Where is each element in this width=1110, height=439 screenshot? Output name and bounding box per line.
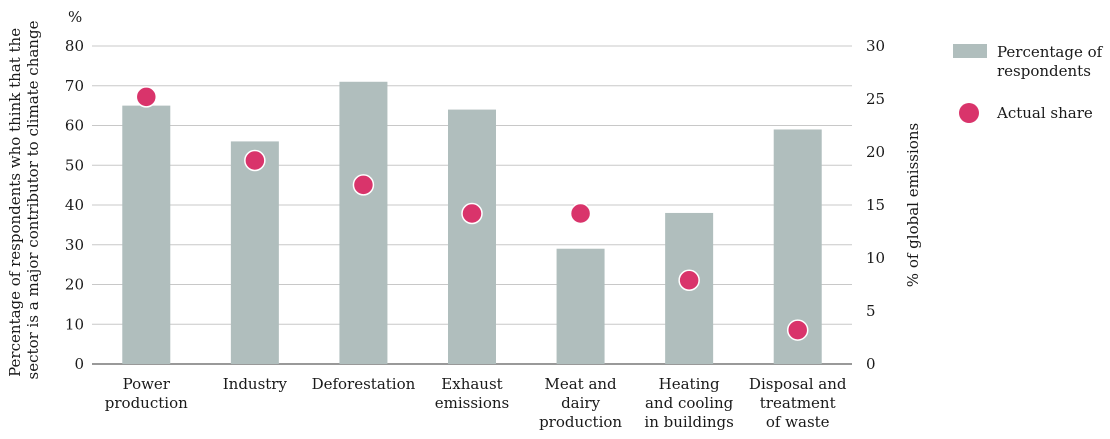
category-label: Industry	[223, 375, 288, 393]
right-axis-title: % of global emissions	[904, 123, 922, 287]
category-label: Heating and cooling in buildings	[644, 375, 733, 431]
point	[244, 149, 266, 172]
category-label: Power production	[105, 375, 188, 412]
legend-label-point: Actual share	[996, 104, 1093, 122]
category-label-line: Industry	[223, 375, 288, 393]
category-label-line: of waste	[766, 413, 830, 431]
right-tick-label: 20	[866, 143, 885, 161]
left-axis-title: Percentage of respondents who think that…	[6, 20, 42, 379]
category-label-line: production	[105, 394, 188, 412]
left-axis-title-line-2: sector is a major contributor to climate…	[24, 20, 42, 379]
category-label-line: in buildings	[644, 413, 733, 431]
legend-label-line: Actual share	[996, 104, 1093, 122]
bar	[230, 141, 279, 364]
left-axis-ticks: 0 10 20 30 40 50 60 70 80	[65, 37, 84, 373]
left-tick-label: 40	[65, 196, 84, 214]
left-tick-label: 30	[65, 236, 84, 254]
point	[569, 202, 592, 225]
category-label-line: Heating	[659, 375, 720, 393]
legend: Percentage of respondents Actual share	[953, 43, 1104, 123]
points	[135, 86, 809, 341]
bar	[339, 81, 388, 365]
left-tick-label: 80	[65, 37, 84, 55]
category-label-line: treatment	[760, 394, 836, 412]
legend-label-line: respondents	[997, 62, 1091, 80]
left-tick-label: 70	[65, 77, 84, 95]
point	[352, 174, 375, 196]
left-tick-label: 60	[65, 117, 84, 135]
point	[461, 202, 483, 225]
category-label: Meat and dairy production	[539, 375, 622, 431]
left-tick-label: 50	[65, 156, 84, 174]
category-label: Exhaust emissions	[435, 375, 509, 412]
category-label-line: Disposal and	[749, 375, 847, 393]
category-label-line: production	[539, 413, 622, 431]
point	[135, 86, 158, 108]
category-label-line: Exhaust	[441, 375, 502, 393]
legend-swatch-point	[959, 103, 979, 123]
category-label-line: dairy	[561, 394, 601, 412]
bar	[556, 248, 605, 364]
category-label-line: emissions	[435, 394, 509, 412]
left-tick-label: 20	[65, 276, 84, 294]
category-label-line: Deforestation	[312, 375, 416, 393]
right-axis-ticks: 0 5 10 15 20 25 30	[866, 37, 885, 373]
legend-label-bar: Percentage of respondents	[997, 43, 1104, 80]
right-tick-label: 30	[866, 37, 885, 55]
legend-label-line: Percentage of	[997, 43, 1104, 61]
right-tick-label: 0	[866, 355, 876, 373]
legend-swatch-bar	[953, 44, 987, 58]
right-tick-label: 10	[866, 249, 885, 267]
right-tick-label: 5	[866, 302, 876, 320]
right-tick-label: 25	[866, 90, 885, 108]
bar	[448, 109, 496, 364]
category-label-line: Meat and	[544, 375, 617, 393]
right-tick-label: 15	[866, 196, 885, 214]
left-tick-label: 0	[74, 355, 84, 373]
category-label-line: Power	[123, 375, 171, 393]
category-label-line: and cooling	[645, 394, 734, 412]
left-axis-title-line-1: Percentage of respondents who think that…	[6, 28, 24, 377]
left-tick-label: 10	[65, 315, 84, 333]
left-axis-unit: %	[68, 8, 82, 26]
bar	[122, 105, 171, 364]
point	[786, 319, 809, 341]
category-label: Disposal and treatment of waste	[749, 375, 847, 431]
category-label: Deforestation	[312, 375, 416, 393]
point	[678, 269, 700, 292]
